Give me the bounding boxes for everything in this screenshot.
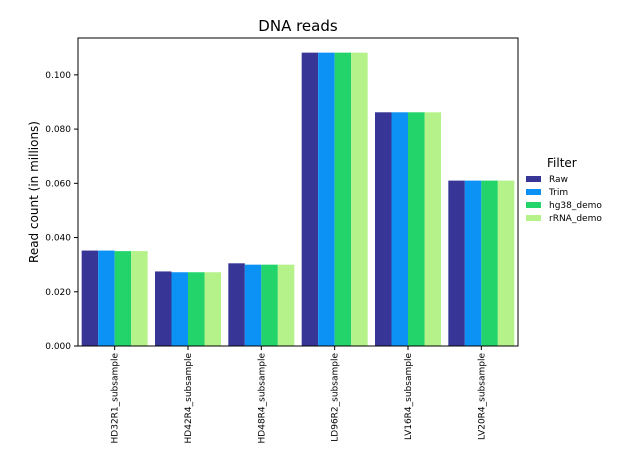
y-tick-label: 0.020: [45, 288, 71, 298]
y-tick-label: 0.060: [45, 179, 71, 189]
plot-frame: [77, 37, 519, 347]
legend-label-hg38-demo: hg38_demo: [549, 201, 602, 211]
bar-trim-1: [98, 250, 115, 346]
x-tick-label: LD96R2_subsample: [331, 353, 341, 442]
bar-hg38-demo-3: [261, 264, 278, 346]
y-axis-label: Read count (in millions): [27, 121, 41, 263]
legend-label-rrna-demo: rRNA_demo: [549, 214, 602, 224]
bar-trim-5: [391, 112, 408, 346]
y-tick-label: 0.100: [45, 71, 71, 81]
bar-rrna-demo-5: [424, 112, 441, 346]
bar-trim-4: [318, 52, 335, 346]
legend-swatch-raw: [526, 176, 541, 182]
y-tick-label: 0.000: [45, 342, 71, 352]
bar-rrna-demo-1: [131, 251, 148, 346]
y-tick-label: 0.040: [45, 234, 71, 244]
bar-rrna-demo-3: [277, 264, 295, 346]
bar-trim-3: [244, 264, 262, 346]
legend-swatch-trim: [526, 189, 541, 195]
bar-hg38-demo-6: [481, 180, 498, 346]
bars-group: [81, 52, 515, 346]
legend-swatch-rrna-demo: [526, 215, 541, 221]
legend-label-trim: Trim: [548, 188, 568, 198]
chart-title: DNA reads: [258, 17, 338, 35]
bar-raw-4: [301, 52, 319, 346]
x-tick-label: LV16R4_subsample: [404, 353, 414, 440]
legend-label-raw: Raw: [549, 175, 568, 185]
bar-raw-6: [448, 180, 465, 346]
bar-raw-2: [155, 271, 172, 346]
legend: Filter Raw Trim hg38_demo rRNA_demo: [526, 156, 602, 224]
bar-raw-1: [81, 250, 99, 346]
bar-hg38-demo-2: [188, 272, 205, 346]
bar-hg38-demo-4: [334, 52, 352, 346]
bar-hg38-demo-1: [114, 251, 132, 346]
bar-trim-2: [171, 272, 188, 346]
bar-rrna-demo-4: [351, 52, 368, 346]
x-tick-label: HD42R4_subsample: [184, 353, 194, 444]
bar-raw-5: [375, 112, 392, 346]
x-ticks-group: HD32R1_subsample HD42R4_subsample HD48R4_s…: [111, 346, 487, 444]
x-tick-label: LV20R4_subsample: [477, 353, 487, 440]
legend-title: Filter: [547, 156, 577, 170]
bar-trim-6: [464, 180, 482, 346]
y-ticks-group: 0.000 0.020 0.040 0.060 0.080 0.100: [45, 71, 78, 352]
x-tick-label: HD48R4_subsample: [257, 353, 267, 444]
bar-rrna-demo-2: [204, 272, 221, 346]
bar-raw-3: [228, 263, 245, 346]
bar-hg38-demo-5: [408, 112, 425, 346]
bar-rrna-demo-6: [497, 180, 515, 346]
legend-swatch-hg38-demo: [526, 202, 541, 208]
y-tick-label: 0.080: [45, 125, 71, 135]
x-tick-label: HD32R1_subsample: [111, 353, 121, 444]
